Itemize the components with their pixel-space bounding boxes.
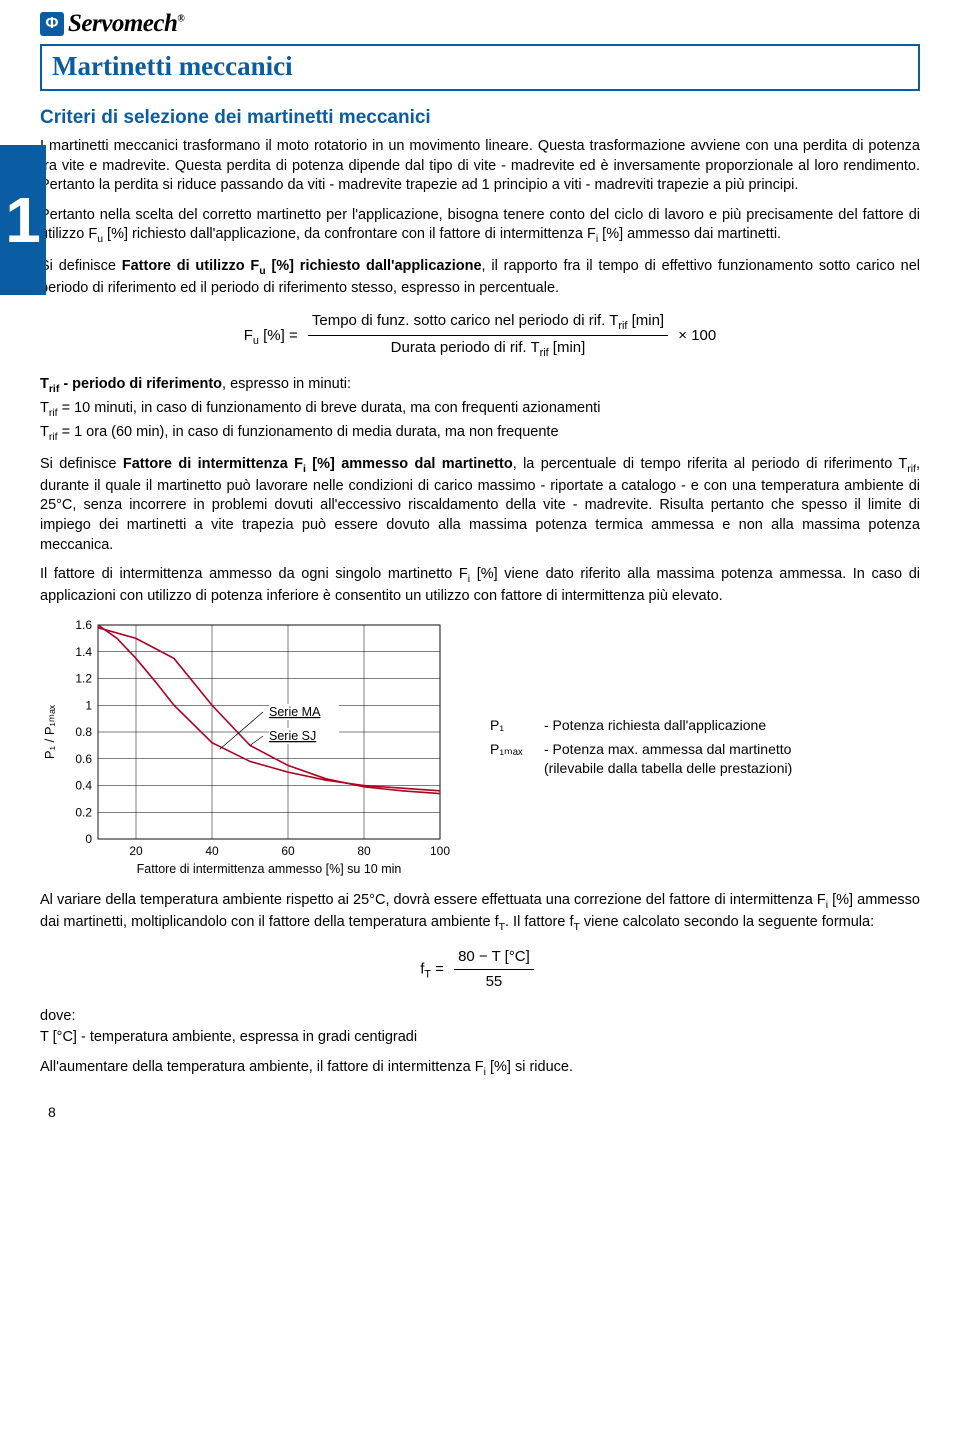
- page-title-box: Martinetti meccanici: [40, 44, 920, 91]
- svg-text:Serie SJ: Serie SJ: [269, 729, 316, 743]
- paragraph: Pertanto nella scelta del corretto marti…: [40, 206, 920, 248]
- intermittenza-chart: 0 0.2 0.4 0.6 0.8 1 1.2 1.4 1.6 20 40 60 80 100 P₁ / P…: [40, 617, 460, 884]
- paragraph: Il fattore di intermittenza ammesso da o…: [40, 565, 920, 607]
- brand-logo: Φ Servomech®: [40, 7, 184, 41]
- page-title: Martinetti meccanici: [52, 48, 908, 84]
- dove-line: T [°C] - temperatura ambiente, espressa …: [40, 1028, 920, 1048]
- trif-definition: Trif - periodo di riferimento, espresso …: [40, 375, 920, 397]
- svg-text:0.4: 0.4: [75, 778, 92, 792]
- svg-text:80: 80: [357, 844, 371, 858]
- trif-line: Trif = 10 minuti, in caso di funzionamen…: [40, 399, 920, 421]
- svg-text:1.4: 1.4: [75, 644, 92, 658]
- svg-text:0: 0: [85, 832, 92, 846]
- dove-label: dove:: [40, 1007, 920, 1027]
- svg-text:Fattore di intermittenza ammes: Fattore di intermittenza ammesso [%] su …: [137, 862, 402, 876]
- page-number: 8: [48, 1103, 56, 1122]
- svg-text:60: 60: [281, 844, 295, 858]
- svg-text:0.6: 0.6: [75, 751, 92, 765]
- logo-mark-icon: Φ: [40, 12, 64, 36]
- svg-text:40: 40: [205, 844, 219, 858]
- chapter-badge: 1: [0, 145, 46, 295]
- svg-text:100: 100: [430, 844, 450, 858]
- svg-text:0.8: 0.8: [75, 725, 92, 739]
- paragraph: Al variare della temperatura ambiente ri…: [40, 891, 920, 935]
- svg-text:20: 20: [129, 844, 143, 858]
- section-heading: Criteri di selezione dei martinetti mecc…: [40, 105, 920, 131]
- svg-text:1: 1: [85, 698, 92, 712]
- formula-fu: Fu [%] = Tempo di funz. sotto carico nel…: [40, 311, 920, 361]
- paragraph: Si definisce Fattore di utilizzo Fu [%] …: [40, 257, 920, 299]
- formula-ft: fT = 80 − T [°C] 55: [40, 947, 920, 993]
- svg-text:Serie MA: Serie MA: [269, 705, 321, 719]
- svg-text:1.2: 1.2: [75, 671, 92, 685]
- svg-text:P₁ / P₁ₘₐₓ: P₁ / P₁ₘₐₓ: [42, 704, 57, 759]
- chart-side-legend: P₁- Potenza richiesta dall'applicazione …: [490, 716, 792, 785]
- logo-wordmark: Servomech®: [68, 7, 184, 41]
- paragraph: I martinetti meccanici trasformano il mo…: [40, 137, 920, 196]
- paragraph: Si definisce Fattore di intermittenza Fi…: [40, 455, 920, 555]
- trif-line: Trif = 1 ora (60 min), in caso di funzio…: [40, 423, 920, 445]
- svg-text:1.6: 1.6: [75, 618, 92, 632]
- paragraph: All'aumentare della temperatura ambiente…: [40, 1058, 920, 1080]
- svg-text:0.2: 0.2: [75, 805, 92, 819]
